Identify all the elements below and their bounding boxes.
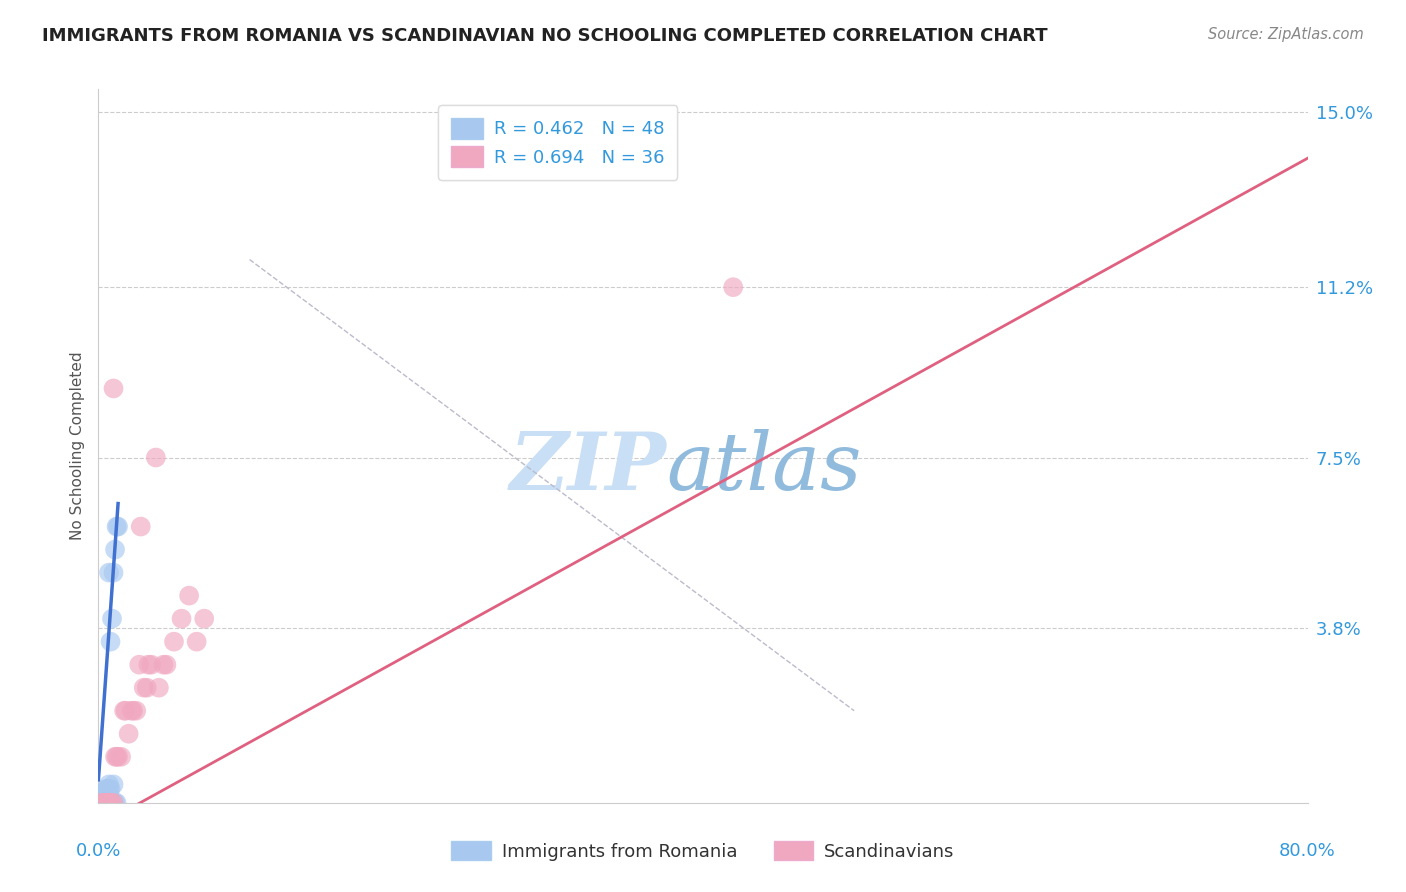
Point: [93, 787, 115, 801]
Point: [103, 566, 125, 580]
Point: [104, 796, 127, 810]
Point: [103, 381, 125, 395]
Point: [98, 787, 121, 801]
Point: [94, 796, 117, 810]
Text: 80.0%: 80.0%: [1279, 842, 1336, 860]
Point: [91, 796, 114, 810]
Point: [152, 657, 174, 672]
Point: [107, 749, 129, 764]
Point: [103, 796, 125, 810]
Point: [98, 777, 121, 791]
Point: [98, 796, 121, 810]
Point: [121, 704, 143, 718]
Point: [94, 791, 117, 805]
Point: [101, 796, 124, 810]
Point: [90, 796, 112, 810]
Point: [128, 657, 150, 672]
Point: [90, 791, 112, 805]
Point: [93, 791, 115, 805]
Point: [163, 634, 186, 648]
Point: [170, 612, 193, 626]
Point: [105, 796, 128, 810]
Point: [94, 787, 117, 801]
Point: [94, 782, 117, 797]
Text: 0.0%: 0.0%: [76, 842, 121, 860]
Point: [93, 787, 115, 801]
Point: [136, 657, 159, 672]
Point: [96, 796, 118, 810]
Legend: Immigrants from Romania, Scandinavians: Immigrants from Romania, Scandinavians: [443, 832, 963, 870]
Point: [112, 704, 135, 718]
Point: [103, 796, 125, 810]
Point: [104, 749, 127, 764]
Point: [101, 796, 124, 810]
Point: [100, 782, 122, 797]
Point: [96, 796, 118, 810]
Point: [145, 450, 167, 465]
Point: [135, 681, 157, 695]
Point: [107, 519, 129, 533]
Point: [98, 796, 121, 810]
Point: [100, 634, 122, 648]
Point: [103, 777, 125, 791]
Text: IMMIGRANTS FROM ROMANIA VS SCANDINAVIAN NO SCHOOLING COMPLETED CORRELATION CHART: IMMIGRANTS FROM ROMANIA VS SCANDINAVIAN …: [42, 27, 1047, 45]
Point: [721, 280, 744, 294]
Point: [91, 791, 114, 805]
Text: atlas: atlas: [666, 429, 862, 506]
Point: [104, 542, 127, 557]
Point: [155, 657, 177, 672]
Point: [193, 612, 215, 626]
Point: [177, 589, 201, 603]
Point: [93, 796, 115, 810]
Point: [96, 782, 118, 797]
Point: [91, 791, 114, 805]
Point: [91, 787, 114, 801]
Point: [105, 519, 128, 533]
Legend: R = 0.462   N = 48, R = 0.694   N = 36: R = 0.462 N = 48, R = 0.694 N = 36: [439, 105, 678, 179]
Text: Source: ZipAtlas.com: Source: ZipAtlas.com: [1208, 27, 1364, 42]
Point: [94, 791, 117, 805]
Point: [114, 704, 136, 718]
Point: [93, 796, 115, 810]
Point: [90, 791, 112, 805]
Y-axis label: No Schooling Completed: No Schooling Completed: [69, 351, 84, 541]
Point: [125, 704, 148, 718]
Point: [118, 727, 141, 741]
Point: [90, 796, 112, 810]
Point: [129, 519, 152, 533]
Point: [96, 782, 118, 797]
Point: [100, 796, 122, 810]
Point: [96, 791, 118, 805]
Point: [90, 796, 112, 810]
Point: [89, 796, 111, 810]
Point: [110, 749, 132, 764]
Point: [141, 657, 163, 672]
Point: [100, 796, 122, 810]
Point: [89, 791, 111, 805]
Point: [94, 796, 117, 810]
Point: [96, 787, 118, 801]
Point: [122, 704, 145, 718]
Point: [90, 796, 112, 810]
Point: [91, 796, 114, 810]
Text: ZIP: ZIP: [510, 429, 666, 506]
Point: [91, 796, 114, 810]
Point: [89, 796, 111, 810]
Point: [186, 634, 208, 648]
Point: [89, 791, 111, 805]
Point: [105, 749, 128, 764]
Point: [93, 791, 115, 805]
Point: [98, 566, 121, 580]
Point: [148, 681, 170, 695]
Point: [98, 782, 121, 797]
Point: [101, 612, 124, 626]
Point: [132, 681, 155, 695]
Point: [89, 791, 111, 805]
